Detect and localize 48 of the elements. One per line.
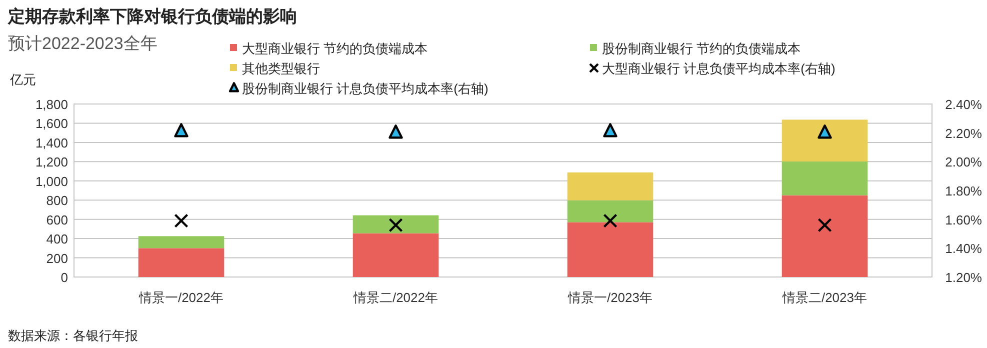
y-axis-title: 亿元: [9, 72, 36, 87]
y2-tick-label: 1.40%: [945, 241, 982, 256]
bar: [782, 120, 868, 162]
x-tick-label: 情景一/2023年: [566, 290, 653, 305]
source-note: 数据来源：各银行年报: [8, 328, 138, 343]
bar: [782, 195, 868, 277]
y-tick-label: 800: [46, 193, 68, 208]
y-tick-label: 0: [60, 270, 68, 285]
x-tick-label: 情景一/2022年: [138, 290, 224, 305]
bar: [138, 248, 224, 277]
y-tick-label: 1,600: [35, 116, 68, 132]
point: [818, 218, 832, 232]
y2-tick-label: 2.40%: [945, 97, 982, 112]
point: [388, 124, 403, 139]
point: [174, 214, 188, 228]
bar: [567, 172, 654, 200]
point: [174, 123, 188, 138]
y-tick-label: 1,000: [35, 174, 68, 189]
bar: [567, 222, 654, 277]
y2-tick-label: 2.20%: [945, 126, 982, 141]
legend-label: 大型商业银行 计息负债平均成本率(右轴): [602, 61, 836, 76]
bar: [352, 233, 439, 277]
x-tick-label: 情景二/2023年: [781, 290, 868, 305]
y-tick-label: 1,400: [35, 135, 68, 150]
legend-label: 其他类型银行: [242, 61, 320, 76]
bar: [138, 236, 224, 248]
legend-label: 股份制商业银行 节约的负债端成本: [602, 41, 801, 56]
x-tick-label: 情景二/2022年: [352, 290, 438, 305]
y2-tick-label: 2.00%: [945, 154, 982, 170]
y-tick-label: 200: [46, 250, 68, 266]
point: [603, 123, 618, 138]
point: [818, 124, 832, 139]
bar: [782, 161, 868, 196]
legend-label: 股份制商业银行 计息负债平均成本率(右轴): [242, 81, 488, 96]
point: [603, 214, 618, 228]
bar: [352, 215, 439, 234]
legend-label: 大型商业银行 节约的负债端成本: [242, 41, 428, 56]
bar: [567, 200, 654, 222]
y-tick-label: 1,800: [35, 97, 68, 112]
point: [388, 218, 403, 232]
y2-tick-label: 1.20%: [945, 270, 982, 285]
y-tick-label: 600: [46, 212, 68, 228]
chart-subtitle: 预计2022-2023全年: [8, 34, 158, 53]
y-tick-label: 400: [46, 232, 68, 247]
y2-tick-label: 1.80%: [945, 184, 982, 198]
chart-title: 定期存款利率下降对银行负债端的影响: [7, 7, 297, 26]
y-tick-label: 1,200: [35, 154, 68, 170]
y2-tick-label: 1.60%: [945, 212, 982, 228]
